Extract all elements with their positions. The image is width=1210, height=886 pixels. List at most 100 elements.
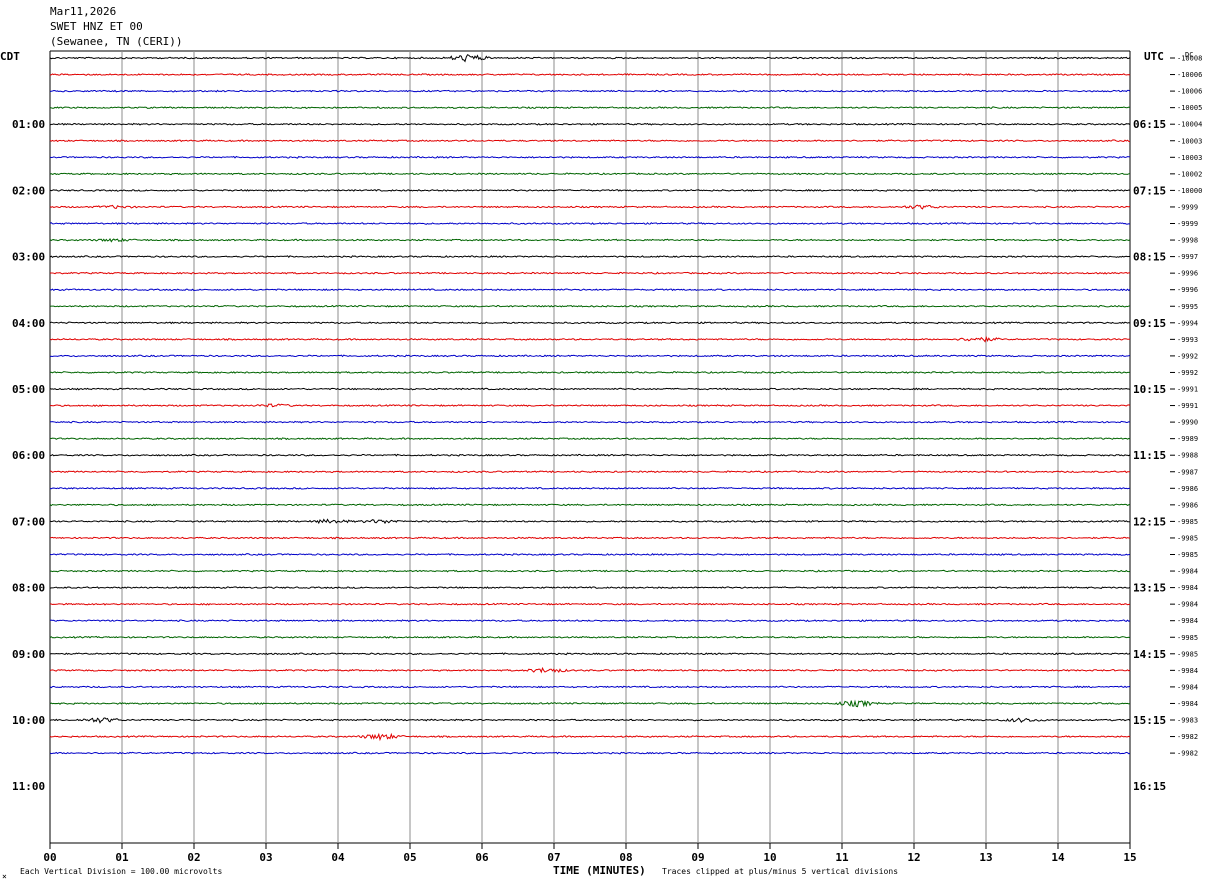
x-tick-label: 02 (187, 851, 200, 864)
x-tick-label: 07 (547, 851, 560, 864)
dc-offset-label: -9982 (1177, 750, 1198, 758)
x-tick-label: 04 (331, 851, 345, 864)
trace-line (49, 652, 1131, 656)
trace-line (49, 172, 1131, 176)
dc-offset-label: -9992 (1177, 369, 1198, 377)
right-hour-label: 12:15 (1133, 515, 1166, 528)
trace-line (49, 106, 1131, 110)
x-tick-label: 03 (259, 851, 272, 864)
dc-offset-label: -9997 (1177, 253, 1198, 261)
dc-offset-label: -9986 (1177, 485, 1198, 493)
trace-line (49, 335, 1131, 343)
trace-line (49, 717, 1131, 724)
dc-offset-label: -9985 (1177, 551, 1198, 559)
dc-offset-label: -9984 (1177, 700, 1198, 708)
x-tick-label: 14 (1051, 851, 1065, 864)
dc-offset-label: -9991 (1177, 386, 1198, 394)
dc-offset-label: -9999 (1177, 220, 1198, 228)
trace-line (49, 370, 1131, 374)
dc-offset-label: -10002 (1177, 170, 1202, 178)
dc-offset-label: -9987 (1177, 468, 1198, 476)
dc-offset-label: -10008 (1177, 55, 1202, 63)
header-date: Mar11,2026 (50, 5, 117, 18)
trace-line (49, 139, 1131, 143)
left-hour-label: 07:00 (12, 515, 45, 528)
dc-offset-label: -10004 (1177, 121, 1202, 129)
dc-offset-label: -10005 (1177, 104, 1202, 112)
seismic-traces (49, 54, 1131, 755)
right-hour-label: 07:15 (1133, 184, 1166, 197)
dc-offset-label: -9985 (1177, 534, 1198, 542)
dc-offset-label: -9995 (1177, 303, 1198, 311)
right-hour-label: 11:15 (1133, 449, 1166, 462)
trace-line (49, 288, 1131, 292)
trace-line (49, 602, 1131, 606)
trace-line (49, 732, 1131, 742)
trace-line (49, 237, 1131, 243)
trace-line (49, 486, 1131, 490)
dc-offset-label: -10006 (1177, 71, 1202, 79)
dc-offset-label: -10003 (1177, 137, 1202, 145)
dc-offset-label: -9993 (1177, 336, 1198, 344)
dc-offset-label: -9996 (1177, 286, 1198, 294)
x-tick-label: 06 (475, 851, 489, 864)
x-tick-label: 11 (835, 851, 849, 864)
trace-line (49, 155, 1131, 159)
left-hour-label: 02:00 (12, 184, 45, 197)
trace-line (49, 387, 1131, 391)
trace-line (49, 453, 1131, 457)
trace-line (49, 437, 1131, 441)
dc-offset-label: -9984 (1177, 601, 1198, 609)
trace-line (49, 420, 1131, 424)
dc-offset-label: -9999 (1177, 203, 1198, 211)
dc-offset-label: -9983 (1177, 717, 1198, 725)
left-hour-label: 04:00 (12, 317, 45, 330)
trace-line (49, 122, 1131, 126)
scale-footer: Each Vertical Division = 100.00 microvol… (20, 867, 222, 876)
trace-line (49, 271, 1131, 275)
header-station: SWET HNZ ET 00 (50, 20, 143, 33)
dc-offset-label: -9985 (1177, 634, 1198, 642)
x-tick-label: 10 (763, 851, 776, 864)
right-timezone-label: UTC (1144, 50, 1164, 63)
trace-line (49, 204, 1131, 210)
x-tick-label: 09 (691, 851, 704, 864)
trace-line (49, 536, 1131, 540)
trace-line (49, 503, 1131, 507)
dc-offset-label: -9992 (1177, 352, 1198, 360)
right-hour-label: 14:15 (1133, 648, 1166, 661)
left-hour-label: 10:00 (12, 714, 45, 727)
x-tick-label: 00 (43, 851, 56, 864)
dc-offset-label: -9996 (1177, 270, 1198, 278)
trace-line (49, 54, 1131, 63)
x-tick-label: 05 (403, 851, 416, 864)
header-location: (Sewanee, TN (CERI)) (50, 35, 183, 48)
trace-line (49, 89, 1131, 93)
trace-line (49, 569, 1131, 573)
trace-line (49, 666, 1131, 674)
trace-line (49, 403, 1131, 408)
dc-offset-label: -9984 (1177, 617, 1198, 625)
trace-line (49, 619, 1131, 623)
right-hour-label: 10:15 (1133, 383, 1166, 396)
trace-line (49, 751, 1131, 755)
dc-offset-label: -9984 (1177, 667, 1198, 675)
x-tick-label: 12 (907, 851, 920, 864)
trace-line (49, 635, 1131, 639)
clip-footer: Traces clipped at plus/minus 5 vertical … (662, 867, 898, 876)
left-hour-label: 09:00 (12, 648, 45, 661)
dc-offset-label: -10006 (1177, 88, 1202, 96)
right-hour-label: 09:15 (1133, 317, 1166, 330)
corner-mark: × (2, 872, 7, 881)
dc-offset-label: -9998 (1177, 237, 1198, 245)
left-timezone-label: CDT (0, 50, 20, 63)
dc-offset-label: -9984 (1177, 584, 1198, 592)
left-hour-label: 08:00 (12, 582, 45, 595)
dc-offset-label: -9990 (1177, 419, 1198, 427)
trace-line (49, 699, 1131, 708)
trace-line (49, 470, 1131, 474)
x-tick-label: 13 (979, 851, 992, 864)
left-hour-label: 06:00 (12, 449, 45, 462)
dc-label: DC (1185, 51, 1193, 59)
